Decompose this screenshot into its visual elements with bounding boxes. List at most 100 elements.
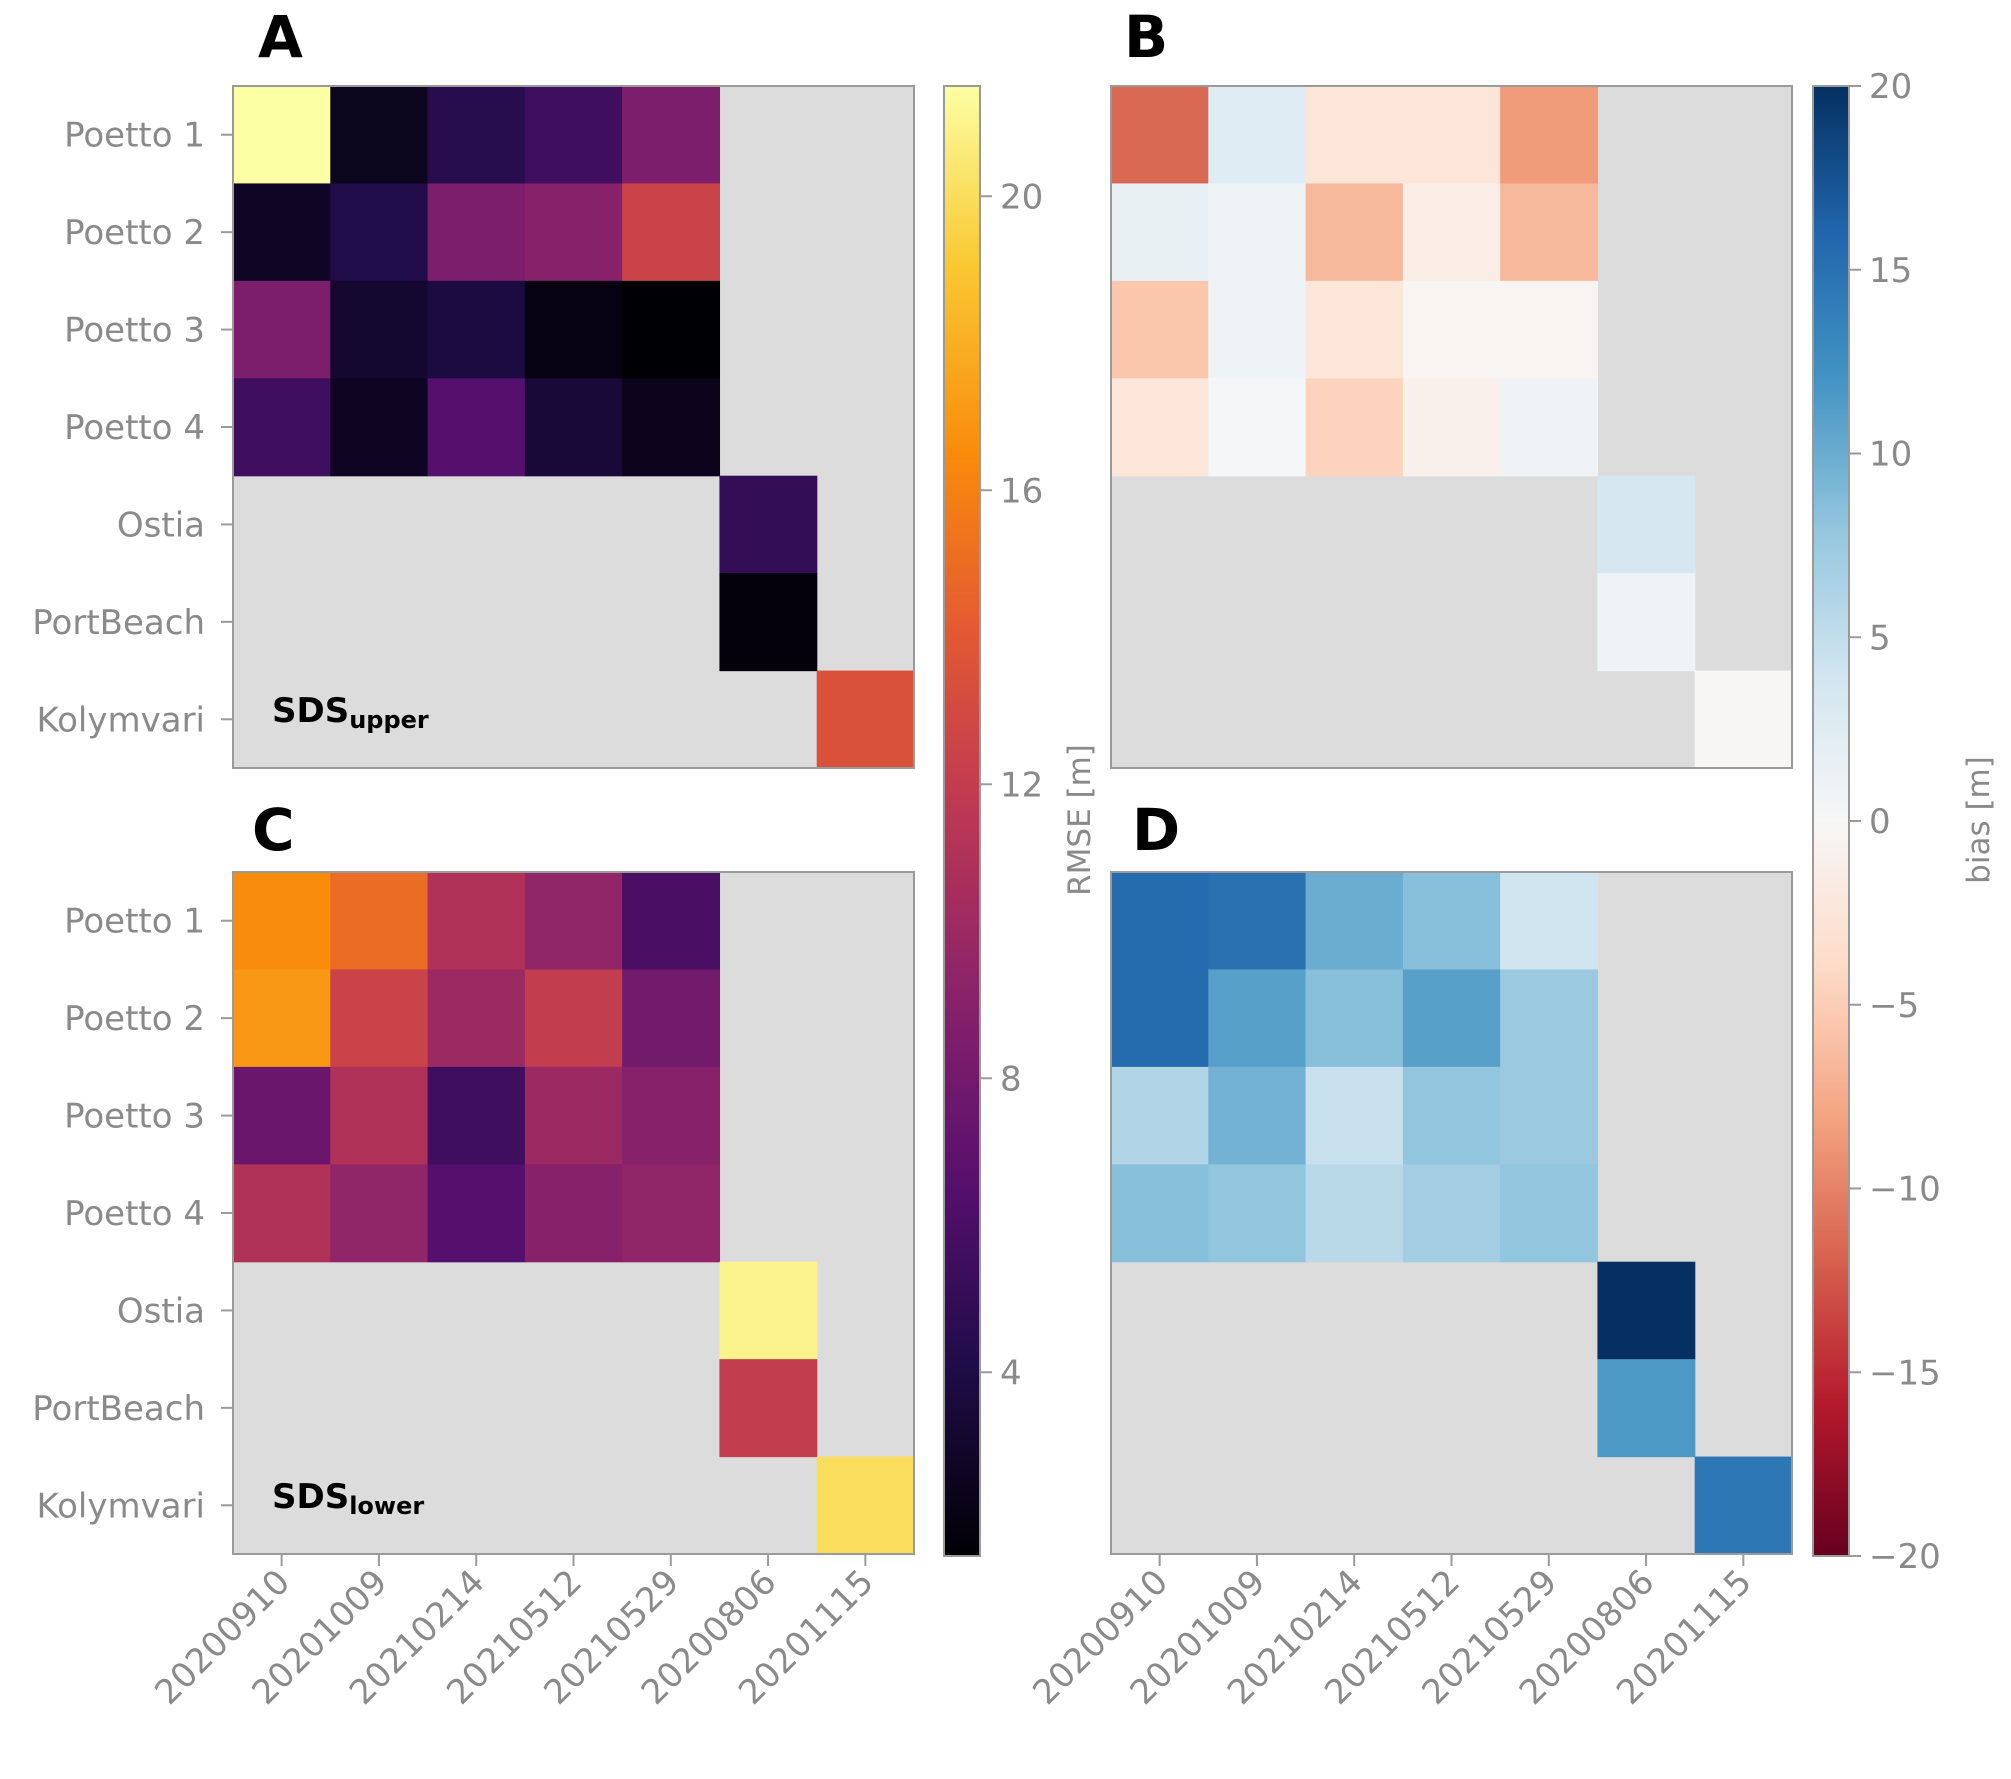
heatmap-cell <box>330 872 429 971</box>
rmse-colorbar: 4 8 12 16 20 RMSE [m] <box>943 85 1098 1557</box>
heatmap-cell <box>427 183 526 282</box>
heatmap-cell <box>1111 280 1209 379</box>
heatmap-cell <box>1111 86 1209 185</box>
heatmap-cell <box>1305 86 1404 185</box>
panel-c-y-axis: Poetto 1 Poetto 2 Poetto 3 Poetto 4 Ostia Por… <box>32 902 233 1526</box>
panel-a-annotation-main: SDS <box>272 691 349 731</box>
heatmap-cell <box>719 1359 818 1458</box>
heatmap-cell <box>622 1066 721 1165</box>
y-tick-label: Ostia <box>117 1291 205 1331</box>
heatmap-cell <box>524 1164 623 1263</box>
heatmap-cell <box>719 1261 818 1360</box>
colorbar-tick-label: −15 <box>1869 1353 1941 1393</box>
heatmap-cell <box>1694 1456 1793 1555</box>
heatmap-cell <box>1500 86 1599 185</box>
heatmap-cell <box>1208 1066 1307 1165</box>
panel-c-letter: C <box>252 796 295 864</box>
heatmap-cell <box>1208 280 1307 379</box>
heatmap-cell <box>816 1456 915 1555</box>
heatmap-cell <box>427 86 526 185</box>
bias-colorbar-ticks: 20 15 10 5 0 −5 −10 −15 −20 <box>1849 67 1941 1577</box>
heatmap-cell <box>233 183 331 282</box>
heatmap-cell <box>330 378 429 477</box>
heatmap-cell <box>233 969 331 1068</box>
rmse-colorbar-label: RMSE [m] <box>1062 744 1098 896</box>
colorbar-tick-label: 20 <box>1869 67 1912 107</box>
heatmap-cell <box>330 969 429 1068</box>
heatmap-cell <box>622 1164 721 1263</box>
y-tick-label: Kolymvari <box>37 700 205 740</box>
colorbar-tick-label: 16 <box>1000 471 1043 511</box>
heatmap-cell <box>1402 86 1501 185</box>
heatmap-cell <box>1597 475 1696 574</box>
heatmap-cell <box>233 86 331 185</box>
heatmap-cell <box>1208 1164 1307 1263</box>
heatmap-cell <box>1305 378 1404 477</box>
heatmap-cell <box>1597 1261 1696 1360</box>
colorbar-tick-label: −20 <box>1869 1537 1941 1577</box>
heatmap-cell <box>427 1164 526 1263</box>
heatmap-cell <box>1305 280 1404 379</box>
y-tick-label: PortBeach <box>32 603 205 643</box>
heatmap-cell <box>1402 872 1501 971</box>
y-tick-label: Poetto 4 <box>64 1194 205 1234</box>
heatmap-cell <box>1597 1359 1696 1458</box>
heatmap-cell <box>330 280 429 379</box>
heatmap-cell <box>1111 183 1209 282</box>
panel-a-y-axis: Poetto 1 Poetto 2 Poetto 3 Poetto 4 Ostia Por… <box>32 116 233 740</box>
heatmap-cell <box>233 872 331 971</box>
y-tick-label: PortBeach <box>32 1389 205 1429</box>
heatmap-cell <box>622 872 721 971</box>
heatmap-cell <box>1500 183 1599 282</box>
panel-d-cells <box>1111 872 1793 1555</box>
heatmap-cell <box>1402 378 1501 477</box>
heatmap-cell <box>1208 86 1307 185</box>
heatmap-cell <box>1305 969 1404 1068</box>
heatmap-cell <box>233 280 331 379</box>
y-tick-label: Poetto 3 <box>64 311 205 351</box>
panel-a-heatmap: Poetto 1 Poetto 2 Poetto 3 Poetto 4 Ostia Por… <box>32 3 915 769</box>
heatmap-cell <box>1305 872 1404 971</box>
heatmap-cell <box>1111 378 1209 477</box>
heatmap-cell <box>330 183 429 282</box>
heatmap-cell <box>233 378 331 477</box>
heatmap-cell <box>524 183 623 282</box>
colorbar-tick-label: 4 <box>1000 1353 1022 1393</box>
heatmap-cell <box>1500 378 1599 477</box>
y-tick-label: Poetto 3 <box>64 1097 205 1137</box>
heatmap-cell <box>1305 1164 1404 1263</box>
panel-c-x-axis: 2020091020201009202102142021051220210529… <box>147 1554 882 1713</box>
panel-d-x-axis: 2020091020201009202102142021051220210529… <box>1025 1554 1760 1713</box>
heatmap-cell <box>622 969 721 1068</box>
y-tick-label: Poetto 1 <box>64 902 205 942</box>
rmse-colorbar-gradient <box>943 85 981 1557</box>
heatmap-cell <box>233 1164 331 1263</box>
heatmap-cell <box>524 969 623 1068</box>
heatmap-cell <box>1402 280 1501 379</box>
heatmap-cell <box>1111 969 1209 1068</box>
panel-b-frame <box>1110 85 1793 769</box>
panel-a-annotation: SDSupper <box>272 691 429 734</box>
colorbar-tick-label: 0 <box>1869 802 1891 842</box>
heatmap-cell <box>524 1066 623 1165</box>
heatmap-cell <box>1305 1066 1404 1165</box>
heatmap-cell <box>1694 670 1793 769</box>
heatmap-cell <box>524 378 623 477</box>
heatmap-cell <box>622 378 721 477</box>
heatmap-cell <box>622 183 721 282</box>
heatmap-cell <box>1208 183 1307 282</box>
heatmap-cell <box>1402 1066 1501 1165</box>
bias-colorbar-gradient <box>1812 85 1850 1557</box>
y-tick-label: Poetto 1 <box>64 116 205 156</box>
colorbar-tick-label: 8 <box>1000 1059 1022 1099</box>
heatmap-cell <box>524 86 623 185</box>
bias-colorbar: 20 15 10 5 0 −5 −10 −15 −20 bias [m] <box>1812 67 1997 1577</box>
heatmap-cell <box>622 280 721 379</box>
colorbar-tick-label: 10 <box>1869 435 1912 475</box>
colorbar-tick-label: 12 <box>1000 765 1043 805</box>
panel-b-heatmap: B <box>1110 3 1793 769</box>
panel-a-annotation-sub: upper <box>349 706 429 734</box>
heatmap-cell <box>1208 378 1307 477</box>
heatmap-cell <box>1402 183 1501 282</box>
y-tick-label: Ostia <box>117 505 205 545</box>
